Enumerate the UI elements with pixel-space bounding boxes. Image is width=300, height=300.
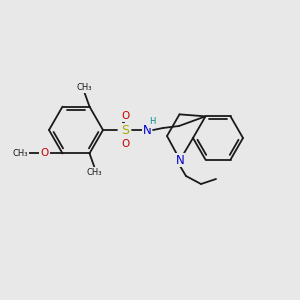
Text: CH₃: CH₃ [77,83,92,92]
Text: H: H [149,118,155,127]
Text: N: N [176,154,184,166]
Text: O: O [121,111,129,121]
Text: CH₃: CH₃ [13,149,28,158]
Text: O: O [40,148,49,158]
Text: CH₃: CH₃ [87,168,102,177]
Text: S: S [121,124,129,136]
Text: N: N [142,124,152,136]
Text: O: O [121,139,129,149]
